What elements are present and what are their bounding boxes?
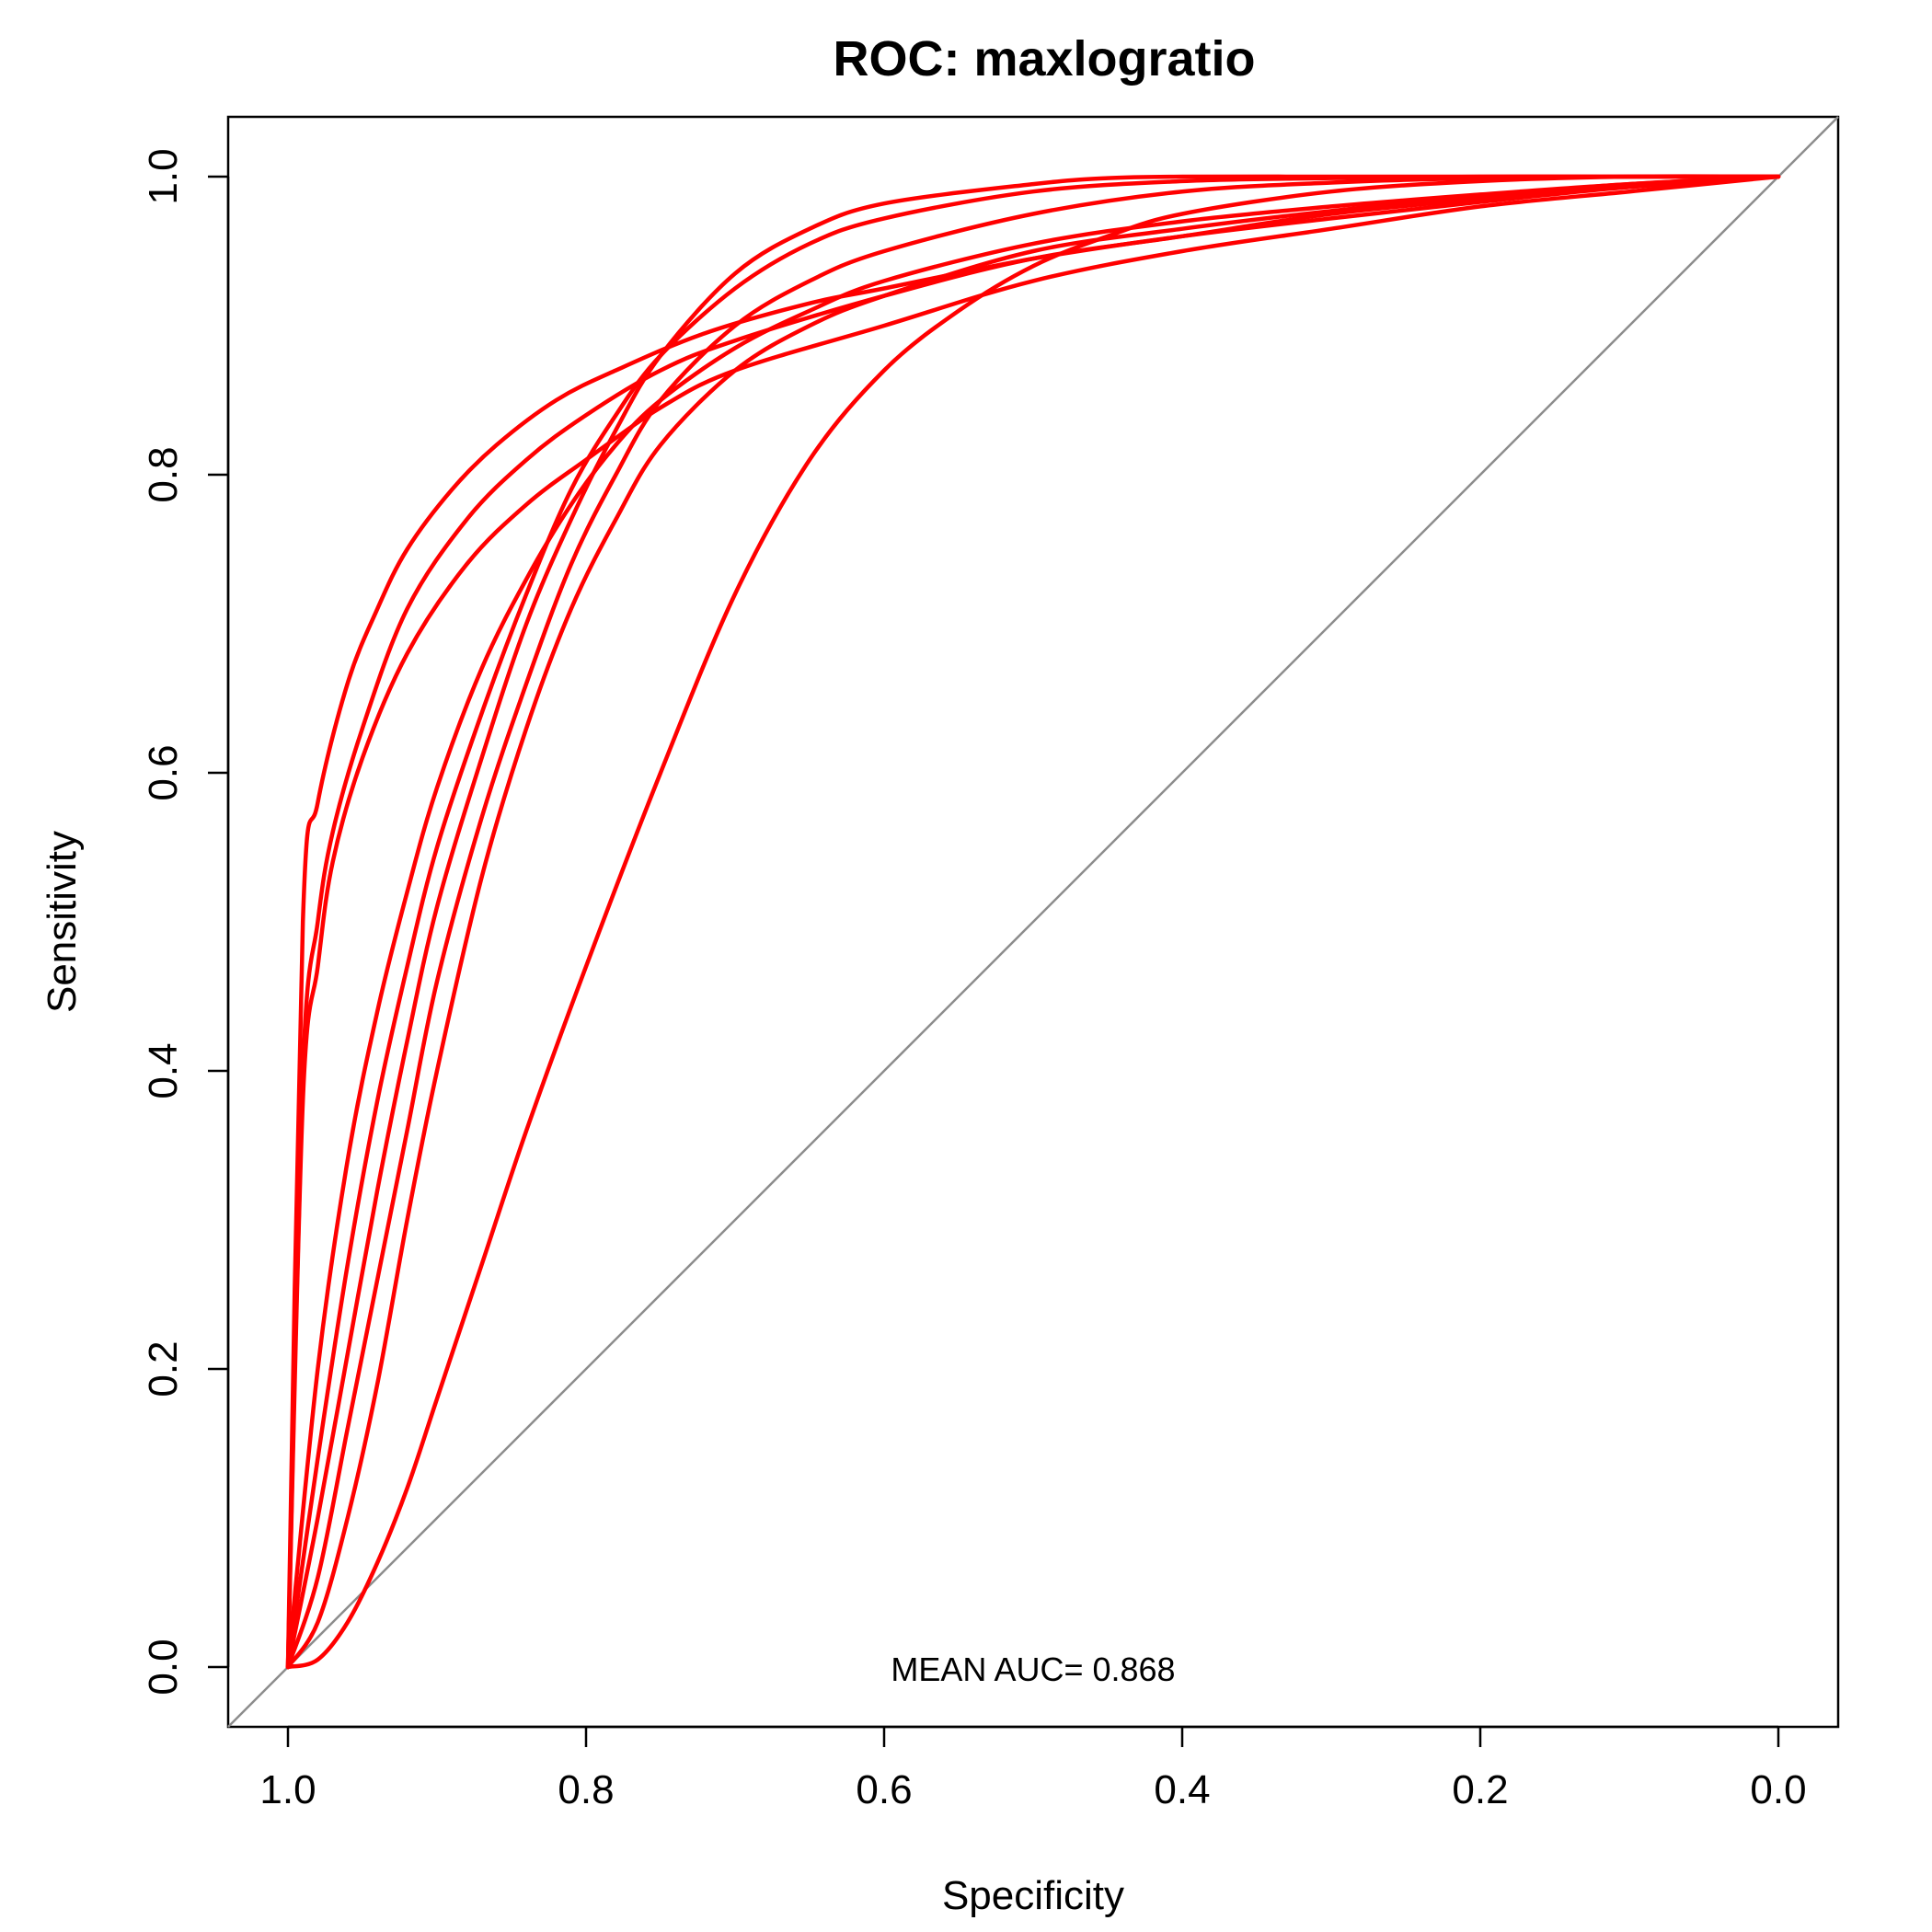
y-tick-label: 0.6 bbox=[141, 744, 186, 800]
y-axis-label: Sensitivity bbox=[40, 831, 85, 1013]
roc-curve-3 bbox=[285, 174, 1781, 1670]
x-tick-label: 1.0 bbox=[259, 1767, 316, 1812]
x-axis-label: Specificity bbox=[942, 1873, 1124, 1918]
y-tick-label: 0.0 bbox=[141, 1639, 186, 1695]
mean-auc-annotation: MEAN AUC= 0.868 bbox=[891, 1650, 1175, 1688]
y-axis: 0.0 0.2 0.4 0.6 0.8 1.0 bbox=[141, 148, 230, 1696]
reference-diagonal bbox=[227, 116, 1839, 1728]
roc-curves bbox=[227, 116, 1839, 1728]
x-tick-label: 0.6 bbox=[856, 1767, 912, 1812]
roc-curve-9 bbox=[285, 174, 1781, 1670]
y-tick-label: 1.0 bbox=[141, 148, 186, 204]
y-tick-label: 0.2 bbox=[141, 1340, 186, 1397]
y-tick-label: 0.4 bbox=[141, 1042, 186, 1098]
roc-curve-1 bbox=[285, 174, 1781, 1670]
x-tick-label: 0.2 bbox=[1452, 1767, 1508, 1812]
roc-curve-2 bbox=[285, 174, 1781, 1670]
x-tick-label: 0.0 bbox=[1750, 1767, 1806, 1812]
roc-curve-4 bbox=[285, 174, 1781, 1670]
chart-title: ROC: maxlogratio bbox=[833, 31, 1255, 86]
x-tick-label: 0.8 bbox=[558, 1767, 614, 1812]
x-axis: 1.0 0.8 0.6 0.4 0.2 0.0 bbox=[259, 1725, 1807, 1812]
roc-curve-6 bbox=[285, 174, 1781, 1670]
y-tick-label: 0.8 bbox=[141, 446, 186, 502]
x-tick-label: 0.4 bbox=[1154, 1767, 1210, 1812]
roc-curve-8 bbox=[285, 174, 1781, 1670]
roc-curve-7 bbox=[285, 174, 1781, 1670]
